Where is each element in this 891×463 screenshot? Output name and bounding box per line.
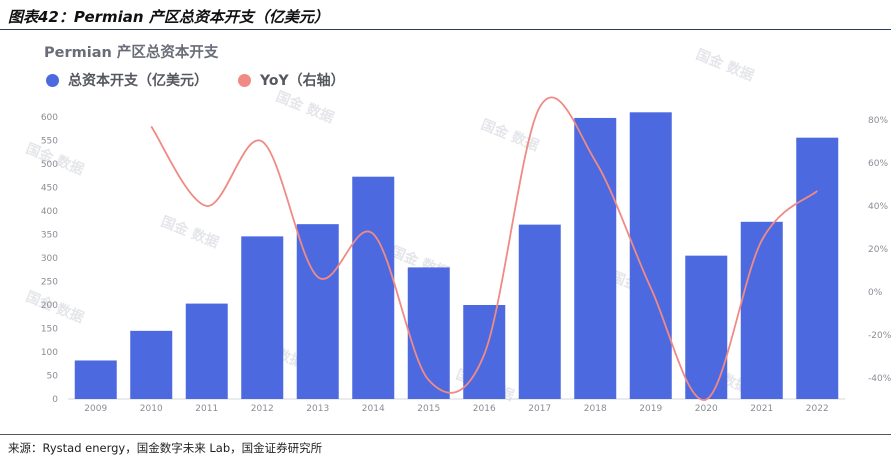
y-left-tick-label: 600	[41, 113, 58, 123]
y-left-tick-label: 200	[41, 301, 58, 311]
bar	[796, 137, 839, 399]
bar	[518, 224, 561, 399]
y-right-tick-label: 40%	[868, 202, 888, 212]
legend-label-yoy: YoY（右轴）	[260, 73, 345, 89]
y-left-tick-label: 250	[41, 278, 58, 288]
watermark-text: 国金 数据	[694, 46, 757, 85]
x-tick-label: 2010	[140, 404, 163, 414]
y-left-tick-label: 50	[47, 372, 59, 382]
x-tick-label: 2011	[195, 404, 218, 414]
x-tick-label: 2015	[417, 404, 440, 414]
bar	[296, 224, 339, 399]
x-tick-label: 2013	[306, 404, 329, 414]
legend-item-yoy: YoY（右轴）	[238, 70, 345, 90]
y-left-tick-label: 0	[52, 395, 58, 405]
bar	[574, 117, 617, 399]
bar	[352, 176, 395, 399]
bar	[629, 112, 672, 400]
legend-bar-swatch	[46, 73, 59, 87]
y-left-tick-label: 150	[41, 325, 58, 335]
y-right-tick-label: 20%	[868, 245, 888, 255]
x-tick-label: 2018	[584, 404, 607, 414]
bar	[407, 267, 450, 399]
title-divider	[0, 29, 891, 30]
y-left-tick-label: 100	[41, 348, 58, 358]
y-right-tick-label: -40%	[868, 374, 891, 384]
source-divider	[0, 434, 891, 435]
chart-legend: 总资本开支（亿美元） YoY（右轴）	[46, 70, 375, 90]
bar	[241, 236, 284, 399]
y-left-tick-label: 350	[41, 231, 58, 241]
x-tick-label: 2009	[84, 404, 107, 414]
bar	[185, 303, 228, 399]
bar	[74, 360, 117, 399]
bar	[740, 221, 783, 399]
x-tick-label: 2022	[806, 404, 829, 414]
legend-item-capex: 总资本开支（亿美元）	[46, 70, 208, 90]
y-left-tick-label: 300	[41, 254, 58, 264]
y-right-tick-label: 0%	[868, 288, 883, 298]
y-right-tick-label: 80%	[868, 116, 888, 126]
x-tick-label: 2016	[473, 404, 496, 414]
watermark-text: 国金 数据	[274, 88, 337, 127]
y-left-tick-label: 400	[41, 207, 58, 217]
x-tick-label: 2012	[251, 404, 274, 414]
yoy-line	[150, 96, 818, 401]
y-right-tick-label: -20%	[868, 331, 891, 341]
bar	[685, 255, 728, 399]
bar	[130, 330, 173, 399]
source-note: 来源：Rystad energy，国金数字未来 Lab，国金证券研究所	[8, 441, 323, 455]
y-right-tick-label: 60%	[868, 159, 888, 169]
chart-title: Permian 产区总资本开支	[44, 45, 219, 61]
x-tick-label: 2020	[695, 404, 718, 414]
x-tick-label: 2019	[639, 404, 662, 414]
y-left-tick-label: 450	[41, 184, 58, 194]
legend-line-swatch	[238, 73, 251, 87]
watermark-text: 国金 数据	[479, 116, 542, 155]
watermark-text: 国金 数据	[159, 213, 222, 252]
x-tick-label: 2014	[362, 404, 385, 414]
figure-title: 图表42：Permian 产区总资本开支（亿美元）	[8, 8, 329, 26]
y-left-tick-label: 550	[41, 137, 58, 147]
y-left-tick-label: 500	[41, 160, 58, 170]
x-tick-label: 2017	[528, 404, 551, 414]
x-tick-label: 2021	[750, 404, 773, 414]
legend-label-capex: 总资本开支（亿美元）	[68, 73, 208, 89]
